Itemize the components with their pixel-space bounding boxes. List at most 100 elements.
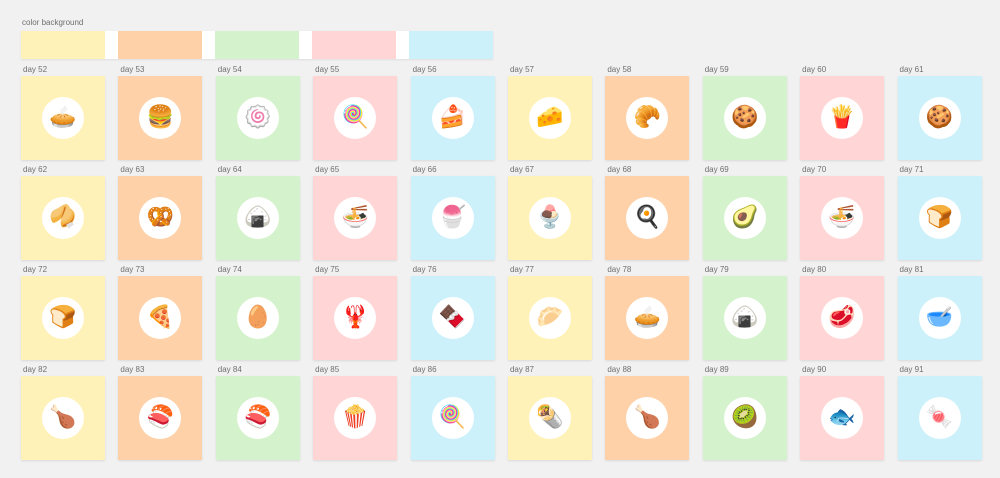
day-tile-label: day 90 — [802, 365, 827, 374]
day-tile-card[interactable]: 🍭 — [410, 376, 495, 460]
day-tile-label: day 62 — [23, 165, 48, 174]
day-tile-card[interactable]: 🥑 — [702, 176, 787, 260]
day-tile[interactable]: day 63 🥨 — [118, 163, 203, 263]
day-tile[interactable]: day 75 🦞 — [313, 263, 398, 363]
day-tile-card[interactable]: 🍳 — [605, 176, 690, 260]
day-tile[interactable]: day 56 🍰 — [410, 63, 495, 163]
day-tile[interactable]: day 59 🍪 — [702, 63, 787, 163]
day-tile-card[interactable]: 🍜 — [800, 176, 885, 260]
day-tile[interactable]: day 74 🥚 — [215, 263, 300, 363]
day-tile-card[interactable]: 🍜 — [313, 176, 398, 260]
day-tile[interactable]: day 78 🥧 — [605, 263, 690, 363]
day-tile[interactable]: day 86 🍭 — [410, 363, 495, 463]
day-tile[interactable]: day 87 🌯 — [507, 363, 592, 463]
day-tile-card[interactable]: 🍨 — [507, 176, 592, 260]
day-tile[interactable]: day 53 🍔 — [118, 63, 203, 163]
day-tile-card[interactable]: 🍞 — [21, 276, 105, 360]
day-tile[interactable]: day 62 🥠 — [21, 163, 105, 263]
day-tile-card[interactable]: 🍥 — [215, 76, 300, 160]
day-tile[interactable]: day 90 🐟 — [800, 363, 885, 463]
day-tile-card[interactable]: 🍬 — [897, 376, 982, 460]
day-tile-card[interactable]: 🍣 — [215, 376, 300, 460]
day-tile[interactable]: day 81 🥣 — [897, 263, 982, 363]
palette-swatch-2 — [118, 31, 202, 59]
day-tile[interactable]: day 83 🍣 — [118, 363, 203, 463]
day-tile[interactable]: day 69 🥑 — [702, 163, 787, 263]
day-tile-card[interactable]: 🥣 — [897, 276, 982, 360]
icon-badge: 🦞 — [334, 297, 377, 339]
day-tile-card[interactable]: 🧀 — [507, 76, 592, 160]
day-tile-card[interactable]: 🍙 — [215, 176, 300, 260]
day-tile-card[interactable]: 🥟 — [507, 276, 592, 360]
day-tile[interactable]: day 66 🍧 — [410, 163, 495, 263]
day-tile[interactable]: day 89 🥝 — [702, 363, 787, 463]
icon-badge: 🥨 — [139, 197, 182, 239]
day-tile[interactable]: day 52 🥧 — [21, 63, 105, 163]
day-tile[interactable]: day 60 🍟 — [800, 63, 885, 163]
icon-badge: 🍞 — [918, 197, 961, 239]
day-tile-card[interactable]: 🌯 — [507, 376, 592, 460]
day-tile-card[interactable]: 🦞 — [313, 276, 398, 360]
icon-badge: 🥧 — [626, 297, 669, 339]
day-tile-card[interactable]: 🥧 — [605, 276, 690, 360]
day-tile-card[interactable]: 🍫 — [410, 276, 495, 360]
day-tile-card[interactable]: 🍗 — [21, 376, 105, 460]
day-tile-card[interactable]: 🥨 — [118, 176, 203, 260]
day-tile-card[interactable]: 🍪 — [897, 76, 982, 160]
day-tile[interactable]: day 88 🍗 — [605, 363, 690, 463]
icon-badge: 🍜 — [334, 197, 377, 239]
day-tile[interactable]: day 70 🍜 — [800, 163, 885, 263]
day-tile[interactable]: day 55 🍭 — [313, 63, 398, 163]
day-tile[interactable]: day 73 🍕 — [118, 263, 203, 363]
day-tile[interactable]: day 77 🥟 — [507, 263, 592, 363]
day-tile-card[interactable]: 🍟 — [800, 76, 885, 160]
day-tile-card[interactable]: 🥧 — [21, 76, 105, 160]
cotton-candy-icon: 🍧 — [438, 205, 467, 230]
day-tile-card[interactable]: 🥚 — [215, 276, 300, 360]
day-tile-label: day 60 — [802, 65, 827, 74]
day-tile-card[interactable]: 🥝 — [702, 376, 787, 460]
day-tile[interactable]: day 68 🍳 — [605, 163, 690, 263]
day-tile[interactable]: day 54 🍥 — [215, 63, 300, 163]
day-tile[interactable]: day 65 🍜 — [313, 163, 398, 263]
day-tile[interactable]: day 64 🍙 — [215, 163, 300, 263]
day-tile[interactable]: day 71 🍞 — [897, 163, 982, 263]
onigiri-icon: 🍙 — [244, 205, 272, 230]
icon-badge: 🥐 — [626, 97, 669, 139]
lollipop-icon: 🍭 — [341, 105, 369, 130]
day-tile[interactable]: day 85 🍿 — [313, 363, 398, 463]
day-tile-card[interactable]: 🍿 — [313, 376, 398, 460]
day-tile-card[interactable]: 🐟 — [800, 376, 885, 460]
icon-badge: 🥣 — [918, 297, 961, 339]
day-tile[interactable]: day 91 🍬 — [897, 363, 982, 463]
day-tile-card[interactable]: 🍗 — [605, 376, 690, 460]
day-tile[interactable]: day 67 🍨 — [507, 163, 592, 263]
day-tile-card[interactable]: 🍞 — [897, 176, 982, 260]
day-tile[interactable]: day 84 🍣 — [215, 363, 300, 463]
day-tile[interactable]: day 79 🍙 — [702, 263, 787, 363]
day-tile[interactable]: day 57 🧀 — [507, 63, 592, 163]
day-tile-card[interactable]: 🥐 — [605, 76, 690, 160]
day-tile-card[interactable]: 🥩 — [800, 276, 885, 360]
day-tile-card[interactable]: 🍭 — [313, 76, 398, 160]
day-tile[interactable]: day 72 🍞 — [21, 263, 105, 363]
day-tile-card[interactable]: 🍣 — [118, 376, 203, 460]
palette-spacer — [202, 31, 215, 59]
day-tile-card[interactable]: 🍕 — [118, 276, 203, 360]
palette-title: color background — [22, 18, 84, 27]
day-tile-card[interactable]: 🍧 — [410, 176, 495, 260]
day-tile[interactable]: day 58 🥐 — [605, 63, 690, 163]
day-tile-card[interactable]: 🍙 — [702, 276, 787, 360]
day-tile-card[interactable]: 🍔 — [118, 76, 203, 160]
day-tile[interactable]: day 80 🥩 — [800, 263, 885, 363]
day-tile-label: day 74 — [217, 265, 242, 274]
day-tile[interactable]: day 82 🍗 — [21, 363, 105, 463]
day-tile-card[interactable]: 🍪 — [702, 76, 787, 160]
sundae-icon: 🍨 — [536, 205, 564, 230]
icon-badge: 🍙 — [723, 297, 766, 339]
omelette-plate-icon: 🍳 — [633, 205, 662, 230]
day-tile[interactable]: day 61 🍪 — [897, 63, 982, 163]
day-tile-card[interactable]: 🍰 — [410, 76, 495, 160]
day-tile[interactable]: day 76 🍫 — [410, 263, 495, 363]
day-tile-card[interactable]: 🥠 — [21, 176, 105, 260]
